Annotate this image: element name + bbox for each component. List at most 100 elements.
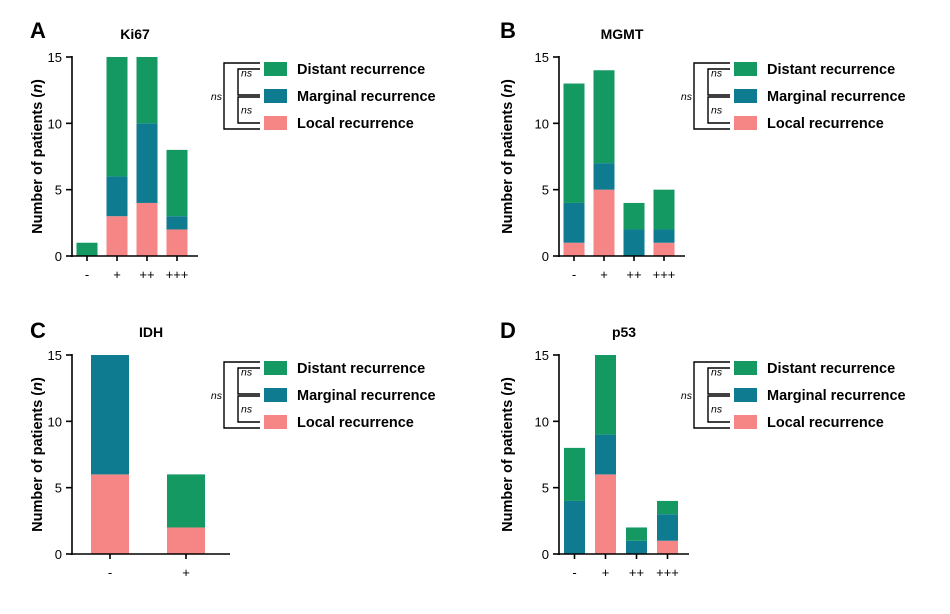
- bar-distant-0: [76, 242, 98, 256]
- panel-title: IDH: [139, 324, 163, 340]
- legend-label-local: Local recurrence: [297, 415, 414, 431]
- bar-marginal-1: [595, 434, 616, 475]
- panel-letter: D: [500, 318, 516, 343]
- legend-swatch-distant: [264, 361, 287, 375]
- bracket-outer: [693, 62, 708, 130]
- x-tick-label: +: [113, 267, 121, 282]
- legend-swatch-local: [264, 116, 287, 130]
- bar-distant-1: [595, 355, 616, 435]
- bar-local-3: [166, 229, 188, 256]
- panel-letter: A: [30, 18, 46, 43]
- bar-marginal-2: [136, 123, 158, 203]
- panel-title: p53: [612, 324, 636, 340]
- bar-local-3: [657, 540, 678, 554]
- bar-marginal-3: [653, 229, 675, 243]
- x-tick-label: +++: [653, 267, 676, 282]
- bar-distant-1: [106, 57, 128, 177]
- y-axis-label: Number of patients (n): [500, 79, 516, 234]
- bar-marginal-0: [564, 500, 585, 554]
- ns-label: ns: [681, 390, 693, 402]
- legend-swatch-distant: [734, 62, 757, 76]
- ns-label: ns: [711, 105, 723, 117]
- bar-distant-1: [593, 70, 615, 164]
- bar-distant-0: [564, 447, 585, 501]
- bar-marginal-3: [657, 514, 678, 541]
- y-tick-label: 15: [535, 348, 549, 363]
- y-tick-label: 0: [55, 249, 62, 264]
- legend-label-marginal: Marginal recurrence: [767, 388, 906, 404]
- ns-label: ns: [711, 404, 723, 416]
- x-tick-label: +++: [656, 565, 679, 580]
- ns-label: ns: [241, 367, 253, 379]
- ns-label: ns: [241, 404, 253, 416]
- bar-marginal-1: [106, 176, 128, 217]
- bar-local-1: [593, 189, 615, 256]
- y-tick-label: 15: [535, 50, 549, 65]
- bar-local-0: [563, 242, 585, 256]
- legend: Distant recurrence Marginal recurrence Loc…: [211, 62, 436, 132]
- ns-label: ns: [241, 105, 253, 117]
- bar-local-3: [653, 242, 675, 256]
- ns-label: ns: [711, 68, 723, 80]
- panel-title: Ki67: [120, 26, 150, 42]
- bracket-inner-1: [237, 367, 260, 395]
- bar-distant-0: [563, 83, 585, 203]
- bar-marginal-0: [563, 202, 585, 243]
- bar-local-2: [136, 202, 158, 256]
- bar-distant-2: [623, 202, 645, 230]
- y-tick-label: 5: [55, 481, 62, 496]
- bar-distant-3: [653, 189, 675, 230]
- bar-distant-3: [166, 149, 188, 217]
- legend-swatch-marginal: [734, 388, 757, 402]
- legend-swatch-distant: [264, 62, 287, 76]
- bracket-outer: [223, 361, 238, 429]
- bar-distant-2: [626, 527, 647, 541]
- bracket-inner-1: [707, 367, 730, 395]
- legend-label-distant: Distant recurrence: [297, 361, 425, 377]
- legend-label-local: Local recurrence: [767, 116, 884, 132]
- x-tick-label: -: [572, 565, 576, 580]
- bar-marginal-2: [626, 540, 647, 554]
- y-axis-label: Number of patients (n): [30, 377, 46, 532]
- bracket-outer: [223, 62, 238, 130]
- legend-swatch-local: [734, 415, 757, 429]
- legend-swatch-marginal: [264, 388, 287, 402]
- bracket-outer: [693, 361, 708, 429]
- legend-swatch-local: [734, 116, 757, 130]
- y-tick-label: 0: [542, 547, 549, 562]
- x-tick-label: -: [85, 267, 89, 282]
- legend-swatch-marginal: [734, 89, 757, 103]
- bar-marginal-0: [91, 355, 129, 475]
- y-axis-label: Number of patients (n): [30, 79, 46, 234]
- panel-c: C IDH Number of patients (n) - +0 5 10 15 Distan…: [30, 318, 436, 580]
- bar-local-1: [167, 527, 205, 554]
- legend-label-distant: Distant recurrence: [297, 62, 425, 78]
- bar-local-1: [106, 216, 128, 256]
- y-tick-label: 0: [55, 547, 62, 562]
- ns-label: ns: [211, 390, 223, 402]
- bar-marginal-3: [166, 216, 188, 230]
- legend-label-marginal: Marginal recurrence: [767, 89, 906, 105]
- y-tick-label: 10: [535, 414, 549, 429]
- x-tick-label: ++: [139, 267, 154, 282]
- y-tick-label: 10: [48, 116, 62, 131]
- bracket-inner-1: [707, 68, 730, 96]
- y-tick-label: 0: [542, 249, 549, 264]
- bracket-inner-2: [237, 395, 260, 423]
- bracket-inner-2: [707, 395, 730, 423]
- legend-label-marginal: Marginal recurrence: [297, 89, 436, 105]
- legend-swatch-distant: [734, 361, 757, 375]
- bar-distant-2: [136, 57, 158, 124]
- panel-letter: B: [500, 18, 516, 43]
- panel-title: MGMT: [601, 26, 644, 42]
- bracket-inner-1: [237, 68, 260, 96]
- y-tick-label: 10: [48, 414, 62, 429]
- y-tick-label: 15: [48, 348, 62, 363]
- bar-distant-3: [657, 500, 678, 515]
- y-tick-label: 5: [542, 481, 549, 496]
- x-tick-label: ++: [629, 565, 644, 580]
